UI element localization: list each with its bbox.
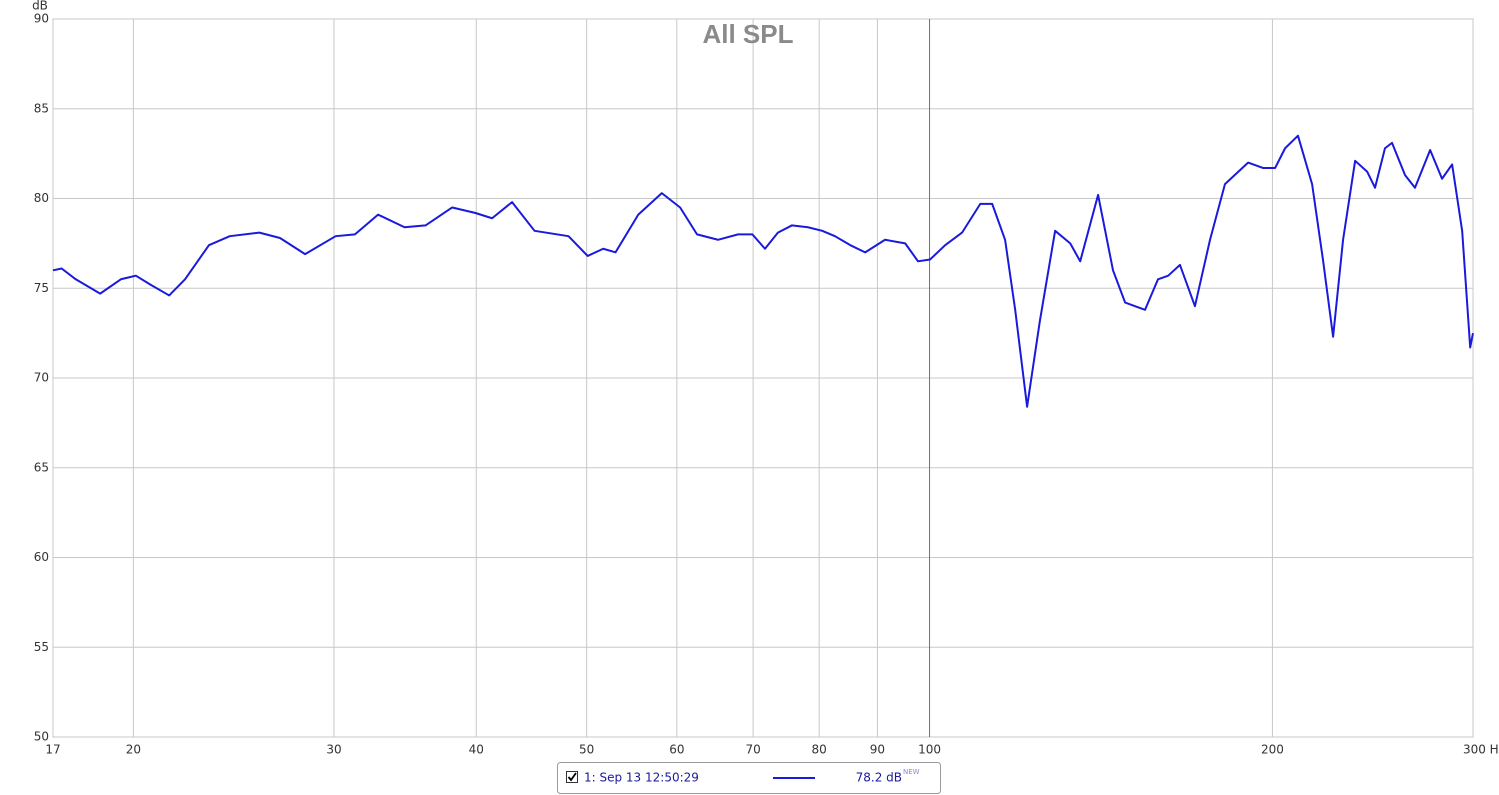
checkmark <box>567 772 577 782</box>
x-tick-label: 200 <box>1261 743 1284 757</box>
x-tick-label: 100 <box>918 743 941 757</box>
legend-checkbox[interactable] <box>566 771 578 783</box>
y-tick-label: 85 <box>34 101 49 115</box>
legend-badge: NEW <box>903 768 920 776</box>
y-tick-label: 70 <box>34 371 49 385</box>
y-tick-label: 75 <box>34 281 49 295</box>
y-tick-label: 50 <box>34 730 49 744</box>
x-tick-label: 80 <box>812 743 827 757</box>
legend: 1: Sep 13 12:50:29 78.2 dB NEW <box>557 762 941 794</box>
y-tick-label: 80 <box>34 191 49 205</box>
marks <box>52 134 1474 408</box>
y-axis-label: dB <box>32 0 48 13</box>
x-tick-label: 60 <box>669 743 684 757</box>
legend-box <box>557 762 941 794</box>
legend-label: 1: Sep 13 12:50:29 <box>584 771 699 785</box>
x-tick-label: 30 <box>326 743 341 757</box>
series-line <box>52 134 1474 408</box>
x-tick-label: 20 <box>126 743 141 757</box>
x-tick-label: 40 <box>469 743 484 757</box>
legend-readout: 78.2 dB <box>856 771 902 785</box>
y-tick-label: 65 <box>34 460 49 474</box>
y-tick-label: 55 <box>34 640 49 654</box>
x-tick-label: 17 <box>45 743 60 757</box>
chart-title: All SPL <box>702 19 793 49</box>
y-tick-label: 90 <box>34 12 49 26</box>
x-tick-label: 50 <box>579 743 594 757</box>
x-tick-label: 300 Hz <box>1463 743 1499 757</box>
y-tick-label: 60 <box>34 550 49 564</box>
x-tick-label: 90 <box>870 743 885 757</box>
x-tick-label: 70 <box>745 743 760 757</box>
grid: 50 55 60 65 70 75 80 85 90 17 20 30 40 50 60 70 80 90 100 2… <box>34 12 1499 757</box>
